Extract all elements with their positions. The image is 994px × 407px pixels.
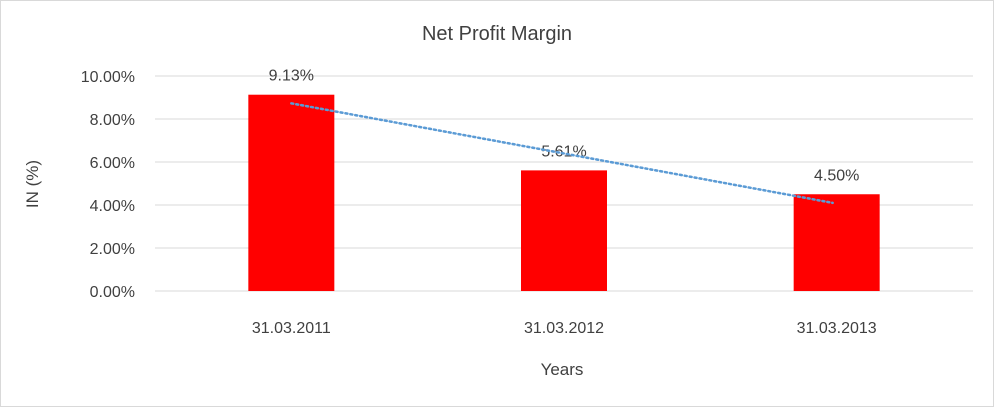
y-tick-label: 0.00% — [90, 284, 135, 301]
bar — [521, 170, 607, 291]
trendline — [290, 102, 834, 205]
chart-title: Net Profit Margin — [422, 23, 572, 45]
y-tick-label: 6.00% — [90, 155, 135, 172]
y-tick-label: 4.00% — [90, 198, 135, 215]
y-tick-label: 10.00% — [81, 69, 135, 86]
bar — [248, 94, 335, 291]
y-axis-label: IN (%) — [23, 160, 42, 208]
bar — [793, 194, 880, 291]
x-tick-label: 31.03.2012 — [524, 320, 604, 337]
x-axis-label: Years — [541, 360, 584, 379]
x-tick-label: 31.03.2011 — [252, 320, 331, 337]
x-tick-label: 31.03.2013 — [797, 320, 877, 337]
y-tick-label: 2.00% — [90, 241, 135, 258]
data-label: 5.61% — [541, 143, 586, 160]
data-label: 9.13% — [269, 68, 314, 85]
y-tick-label: 8.00% — [90, 112, 135, 129]
data-label: 4.50% — [814, 167, 859, 184]
